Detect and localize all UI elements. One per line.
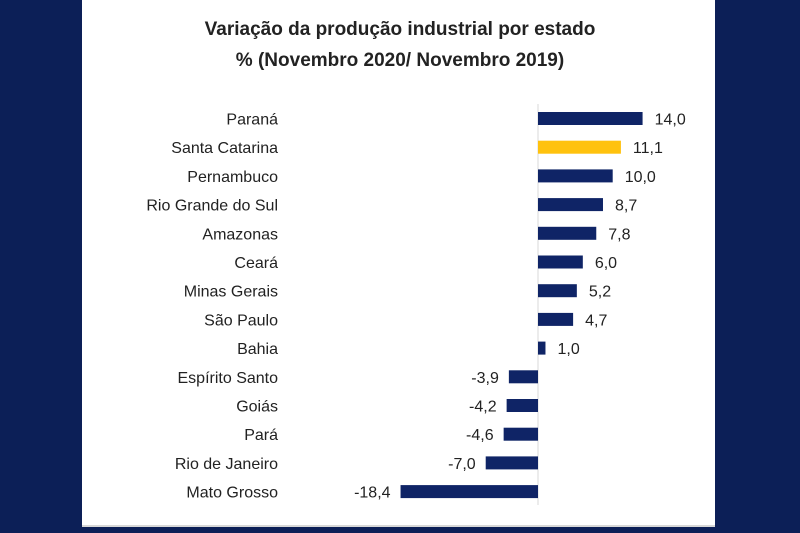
data-label: 1,0 <box>557 341 579 358</box>
data-label: 11,1 <box>633 140 663 157</box>
bar <box>485 456 538 470</box>
bar <box>503 427 538 441</box>
bar <box>400 485 538 499</box>
data-label: -7,0 <box>448 456 476 473</box>
data-label: 10,0 <box>625 169 656 186</box>
bar <box>538 140 621 154</box>
category-label: Rio de Janeiro <box>175 456 278 473</box>
category-label: Goiás <box>236 399 278 416</box>
bar <box>538 198 603 212</box>
category-label: Bahia <box>237 341 278 358</box>
bar <box>538 112 643 125</box>
bar <box>538 341 546 355</box>
data-label: -3,9 <box>471 370 499 387</box>
data-label: 8,7 <box>615 198 637 215</box>
category-label: Rio Grande do Sul <box>146 198 278 215</box>
data-label: -4,2 <box>469 399 497 416</box>
data-label: 4,7 <box>585 312 607 329</box>
category-label: Espírito Santo <box>178 370 279 387</box>
data-label: 5,2 <box>589 284 611 301</box>
category-label: Paraná <box>226 112 278 129</box>
bar <box>538 255 583 269</box>
bar <box>508 370 538 384</box>
category-label: Minas Gerais <box>184 284 278 301</box>
category-label: Mato Grosso <box>186 485 278 502</box>
category-label: São Paulo <box>204 312 278 329</box>
category-label: Santa Catarina <box>171 140 278 157</box>
category-label: Amazonas <box>202 226 278 243</box>
data-label: 7,8 <box>608 226 630 243</box>
bar <box>538 284 577 298</box>
category-label: Pará <box>244 427 278 444</box>
bar <box>538 312 574 326</box>
bar <box>506 399 538 412</box>
bar <box>538 226 597 240</box>
chart-panel <box>82 0 715 527</box>
data-label: -4,6 <box>466 427 494 444</box>
data-label: 14,0 <box>655 112 686 129</box>
chart-title: Variação da produção industrial por esta… <box>205 19 596 40</box>
bar <box>538 169 613 183</box>
category-label: Pernambuco <box>187 169 278 186</box>
data-label: 6,0 <box>595 255 617 272</box>
data-label: -18,4 <box>354 485 391 502</box>
category-label: Ceará <box>234 255 278 272</box>
chart-subtitle: % (Novembro 2020/ Novembro 2019) <box>236 50 564 71</box>
